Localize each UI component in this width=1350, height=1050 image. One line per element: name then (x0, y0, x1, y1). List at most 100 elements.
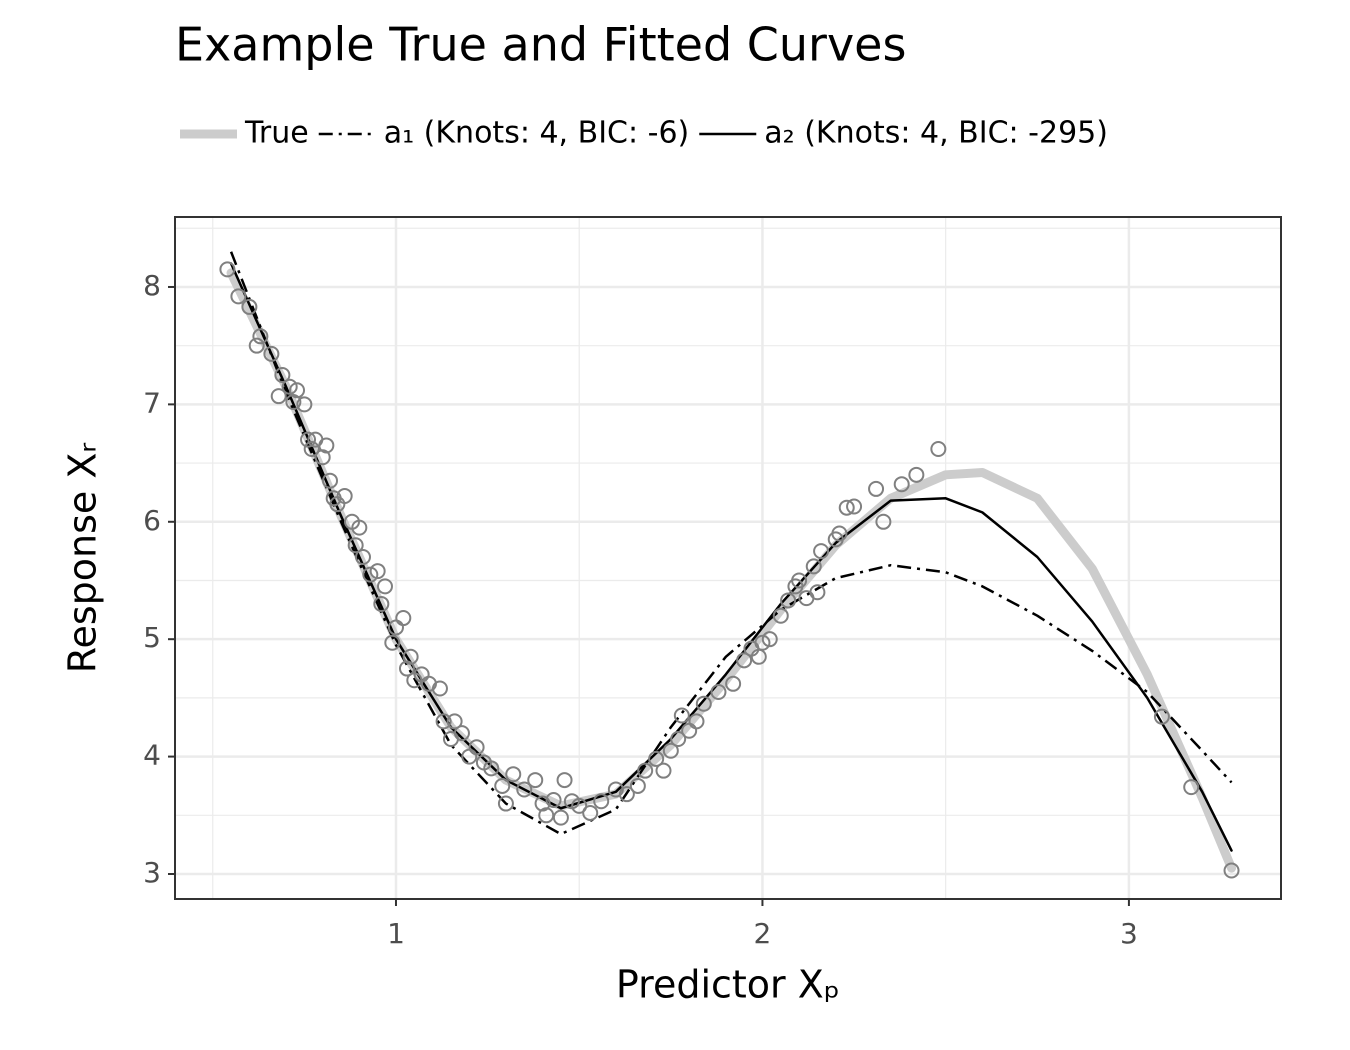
data-point (838, 499, 855, 516)
data-point (336, 487, 353, 504)
data-point (351, 519, 368, 536)
data-point (263, 345, 280, 362)
data-point (618, 786, 635, 803)
data-point (431, 680, 448, 697)
data-point (527, 772, 544, 789)
data-point (552, 809, 569, 826)
data-point (384, 634, 401, 651)
curve (229, 251, 1233, 836)
data-point (688, 713, 705, 730)
x-axis-label: Predictor Xₚ (616, 963, 840, 1007)
data-point (402, 648, 419, 665)
data-point (875, 513, 892, 530)
data-point (791, 572, 808, 589)
data-point (545, 792, 562, 809)
y-tick-label: 3 (143, 856, 161, 889)
data-point (497, 795, 514, 812)
data-point (754, 634, 771, 651)
data-point (318, 437, 335, 454)
data-point (831, 525, 848, 542)
data-point (446, 713, 463, 730)
data-point (908, 466, 925, 483)
data-point (362, 566, 379, 583)
data-point (809, 584, 826, 601)
data-point (300, 431, 317, 448)
data-point (494, 777, 511, 794)
legend-label: a₂ (Knots: 4, BIC: -295) (764, 116, 1108, 151)
data-point (930, 440, 947, 457)
data-point (314, 449, 331, 466)
data-point (629, 777, 646, 794)
data-point (303, 440, 320, 457)
data-point (1153, 708, 1170, 725)
legend-label: True (244, 116, 309, 151)
data-point (398, 660, 415, 677)
data-point (395, 610, 412, 627)
data-point (725, 675, 742, 692)
data-point (252, 328, 269, 345)
data-point (369, 563, 386, 580)
plot-marks (219, 251, 1240, 879)
data-point (593, 793, 610, 810)
data-point (582, 804, 599, 821)
data-point (813, 543, 830, 560)
data-point (274, 367, 291, 384)
data-point (373, 595, 390, 612)
chart-title: Example True and Fitted Curves (175, 18, 906, 72)
panel-border (174, 216, 1282, 900)
data-point (893, 476, 910, 493)
data-point (241, 298, 258, 315)
data-point (772, 607, 789, 624)
data-point (571, 797, 588, 814)
y-tick-label: 8 (143, 269, 161, 302)
data-point (219, 261, 236, 278)
data-point (673, 707, 690, 724)
y-tick-label: 5 (143, 621, 161, 654)
data-point (347, 537, 364, 554)
data-point (868, 480, 885, 497)
data-point (534, 795, 551, 812)
data-point (505, 766, 522, 783)
data-point (453, 725, 470, 742)
data-point (296, 396, 313, 413)
x-tick-label: 2 (754, 917, 772, 950)
data-point (376, 578, 393, 595)
data-point (483, 760, 500, 777)
data-point (281, 378, 298, 395)
legend: True a₁ (Knots: 4, BIC: -6) a₂ (Knots: 4, … (180, 116, 1108, 151)
data-point (637, 762, 654, 779)
data-point (846, 498, 863, 515)
y-axis-label: Response Xᵣ (61, 443, 105, 674)
data-point (435, 713, 452, 730)
data-point (780, 592, 797, 609)
axes: 1 2 3 3 4 5 6 7 8 (143, 269, 1138, 950)
data-point (289, 382, 306, 399)
y-tick-label: 6 (143, 504, 161, 537)
data-point (556, 772, 573, 789)
data-point (805, 558, 822, 575)
data-point (648, 750, 665, 767)
curve (226, 268, 1237, 873)
data-point (736, 652, 753, 669)
x-tick-label: 3 (1120, 917, 1138, 950)
data-point (468, 739, 485, 756)
data-point (516, 781, 533, 798)
data-point (761, 631, 778, 648)
data-point (710, 684, 727, 701)
data-point (322, 472, 339, 489)
y-tick-label: 7 (143, 386, 161, 419)
data-point (248, 337, 265, 354)
data-point (285, 394, 302, 411)
legend-label: a₁ (Knots: 4, BIC: -6) (384, 116, 690, 151)
data-point (1223, 862, 1240, 879)
data-point (1183, 779, 1200, 796)
x-tick-label: 1 (387, 917, 405, 950)
data-point (695, 695, 712, 712)
data-point (354, 549, 371, 566)
data-point (538, 807, 555, 824)
grid (175, 217, 1281, 899)
data-point (230, 288, 247, 305)
data-point (270, 388, 287, 405)
data-point (662, 742, 679, 759)
